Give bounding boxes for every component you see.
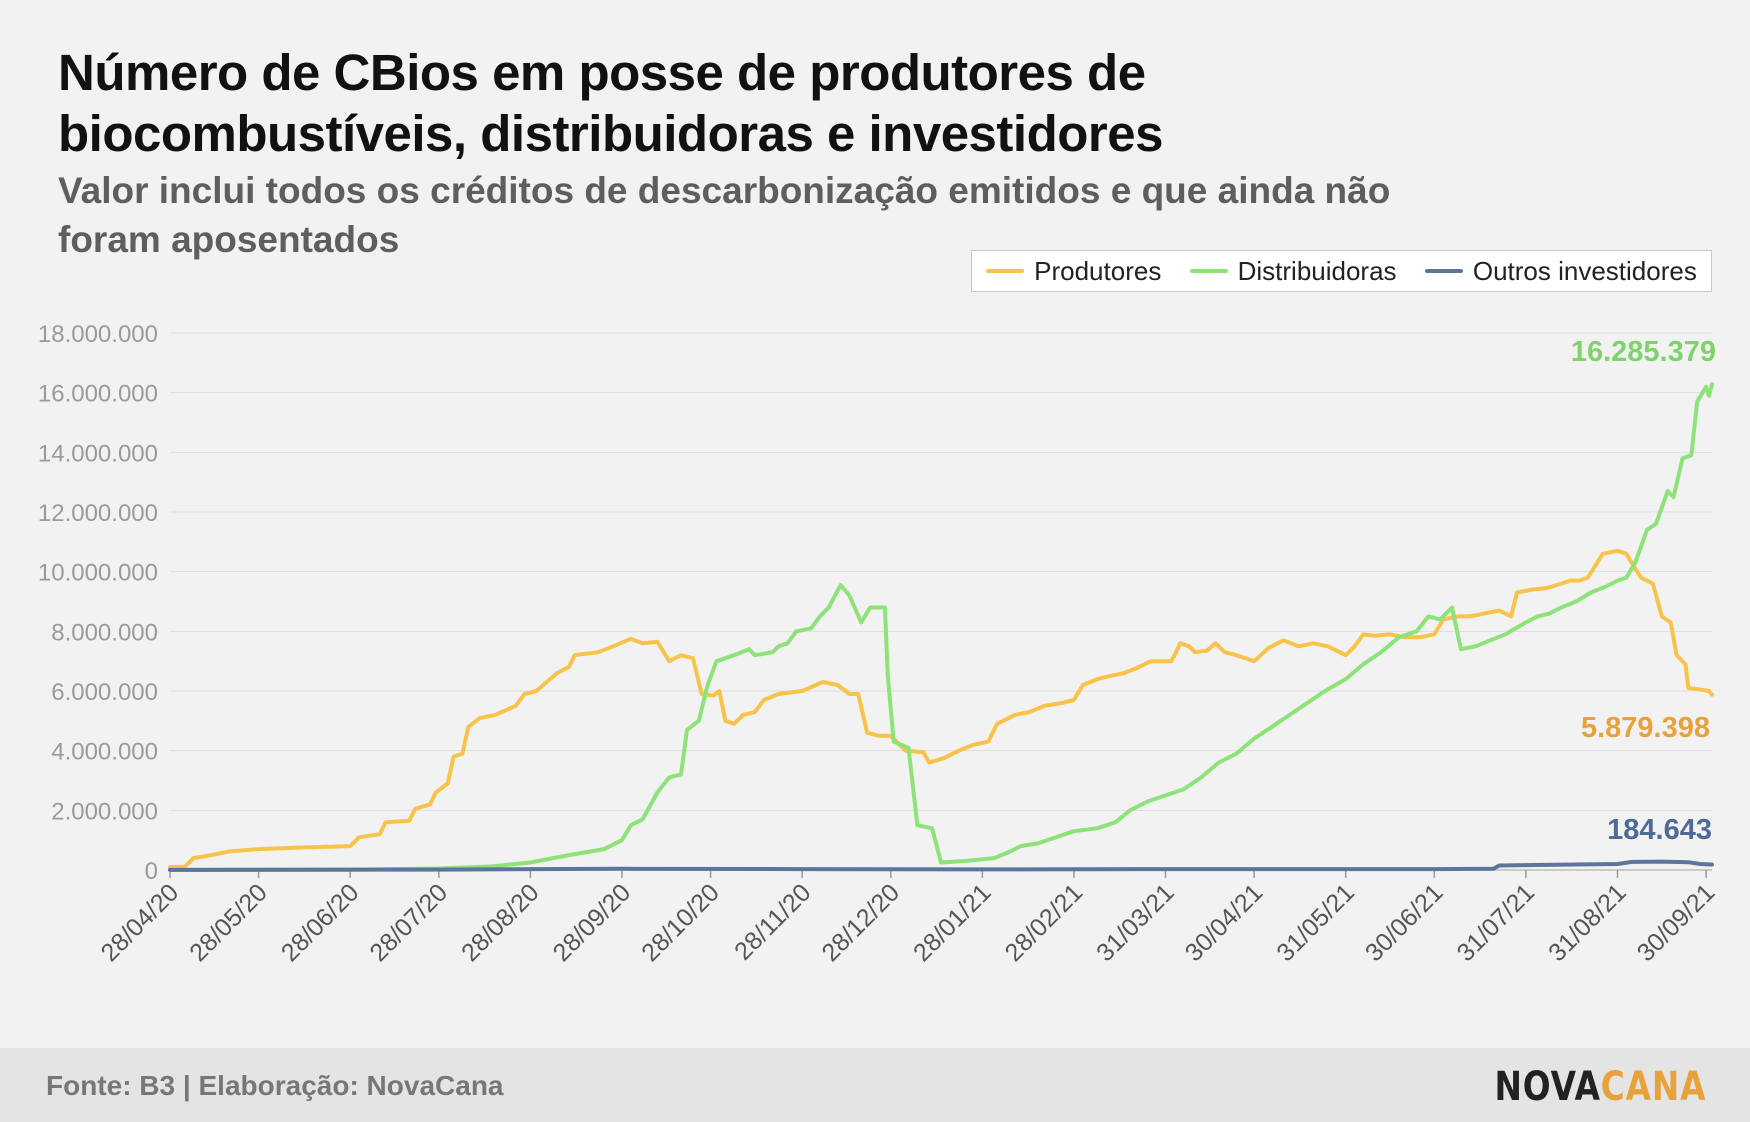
x-tick-label: 28/12/20 (816, 878, 905, 967)
x-tick-label: 30/04/21 (1180, 878, 1269, 967)
y-tick-label: 8.000.000 (51, 619, 158, 646)
chart-legend: Produtores Distribuidoras Outros investi… (971, 250, 1712, 292)
series-line-distribuidoras (168, 382, 1714, 872)
y-tick-label: 10.000.000 (38, 560, 158, 587)
y-tick-label: 4.000.000 (51, 739, 158, 766)
line-chart: 0 2.000.000 4.000.000 6.000.000 8.000.000 10.… (38, 321, 1721, 967)
x-tick-label: 28/08/20 (456, 878, 545, 967)
x-tick-label: 30/06/21 (1360, 878, 1449, 967)
legend-label-outros: Outros investidores (1472, 255, 1697, 286)
legend-swatch-outros (1424, 269, 1463, 273)
chart-title: Número de CBios em posse de produtores d… (58, 44, 1163, 162)
legend-label-produtores: Produtores (1034, 255, 1162, 286)
y-tick-label: 0 (145, 858, 158, 885)
series-line-outros (168, 859, 1714, 872)
novacana-logo: NOVACANA (1494, 1064, 1706, 1110)
x-tick-label: 31/03/21 (1091, 878, 1180, 967)
grid-lines (170, 332, 1712, 871)
y-tick-label: 6.000.000 (51, 679, 158, 706)
y-tick-label: 12.000.000 (38, 500, 158, 527)
end-label-outros: 184.643 (1607, 814, 1712, 846)
end-label-distribuidoras: 16.285.379 (1571, 336, 1716, 368)
y-tick-label: 16.000.000 (38, 381, 158, 408)
logo-part-cana: CANA (1600, 1064, 1706, 1110)
x-tick-label: 28/02/21 (1000, 878, 1089, 967)
x-tick-label: 30/09/21 (1632, 878, 1721, 967)
legend-item-produtores: Produtores (986, 256, 1161, 287)
series-line-produtores (168, 548, 1714, 869)
x-tick-label: 28/01/21 (908, 878, 997, 967)
chart-subtitle: Valor inclui todos os créditos de descar… (58, 170, 1391, 260)
x-tick-label: 31/05/21 (1271, 878, 1360, 967)
x-tick-label: 28/07/20 (364, 878, 453, 967)
end-labels: 5.879.398 16.285.379 184.643 (1571, 336, 1716, 846)
x-tick-label: 28/11/20 (729, 878, 816, 965)
legend-label-distribuidoras: Distribuidoras (1237, 255, 1397, 286)
logo-part-nova: NOVA (1494, 1064, 1601, 1110)
y-axis: 0 2.000.000 4.000.000 6.000.000 8.000.000 10.… (38, 321, 158, 885)
x-tick-label: 28/05/20 (184, 878, 273, 967)
legend-swatch-distribuidoras (1189, 269, 1228, 273)
x-tick-label: 28/06/20 (276, 878, 365, 967)
x-tick-label: 28/04/20 (96, 878, 185, 967)
series-lines (168, 382, 1714, 872)
x-tick-label: 31/08/21 (1543, 878, 1632, 967)
footer-bar: Fonte: B3 | Elaboração: NovaCana NOVACAN… (0, 1048, 1750, 1122)
x-axis: 28/04/20 28/05/20 28/06/20 28/07/20 28/08/20… (96, 869, 1721, 967)
source-text: Fonte: B3 | Elaboração: NovaCana (46, 1070, 504, 1101)
x-tick-label: 31/07/21 (1452, 878, 1541, 967)
y-tick-label: 18.000.000 (38, 321, 158, 348)
legend-item-distribuidoras: Distribuidoras (1189, 255, 1397, 287)
legend-item-outros: Outros investidores (1424, 255, 1697, 287)
x-tick-label: 28/10/20 (636, 878, 725, 967)
end-label-produtores: 5.879.398 (1581, 712, 1710, 744)
y-tick-label: 2.000.000 (51, 798, 158, 825)
x-tick-label: 28/09/20 (548, 878, 637, 967)
legend-swatch-produtores (986, 269, 1025, 273)
y-tick-label: 14.000.000 (38, 440, 158, 467)
